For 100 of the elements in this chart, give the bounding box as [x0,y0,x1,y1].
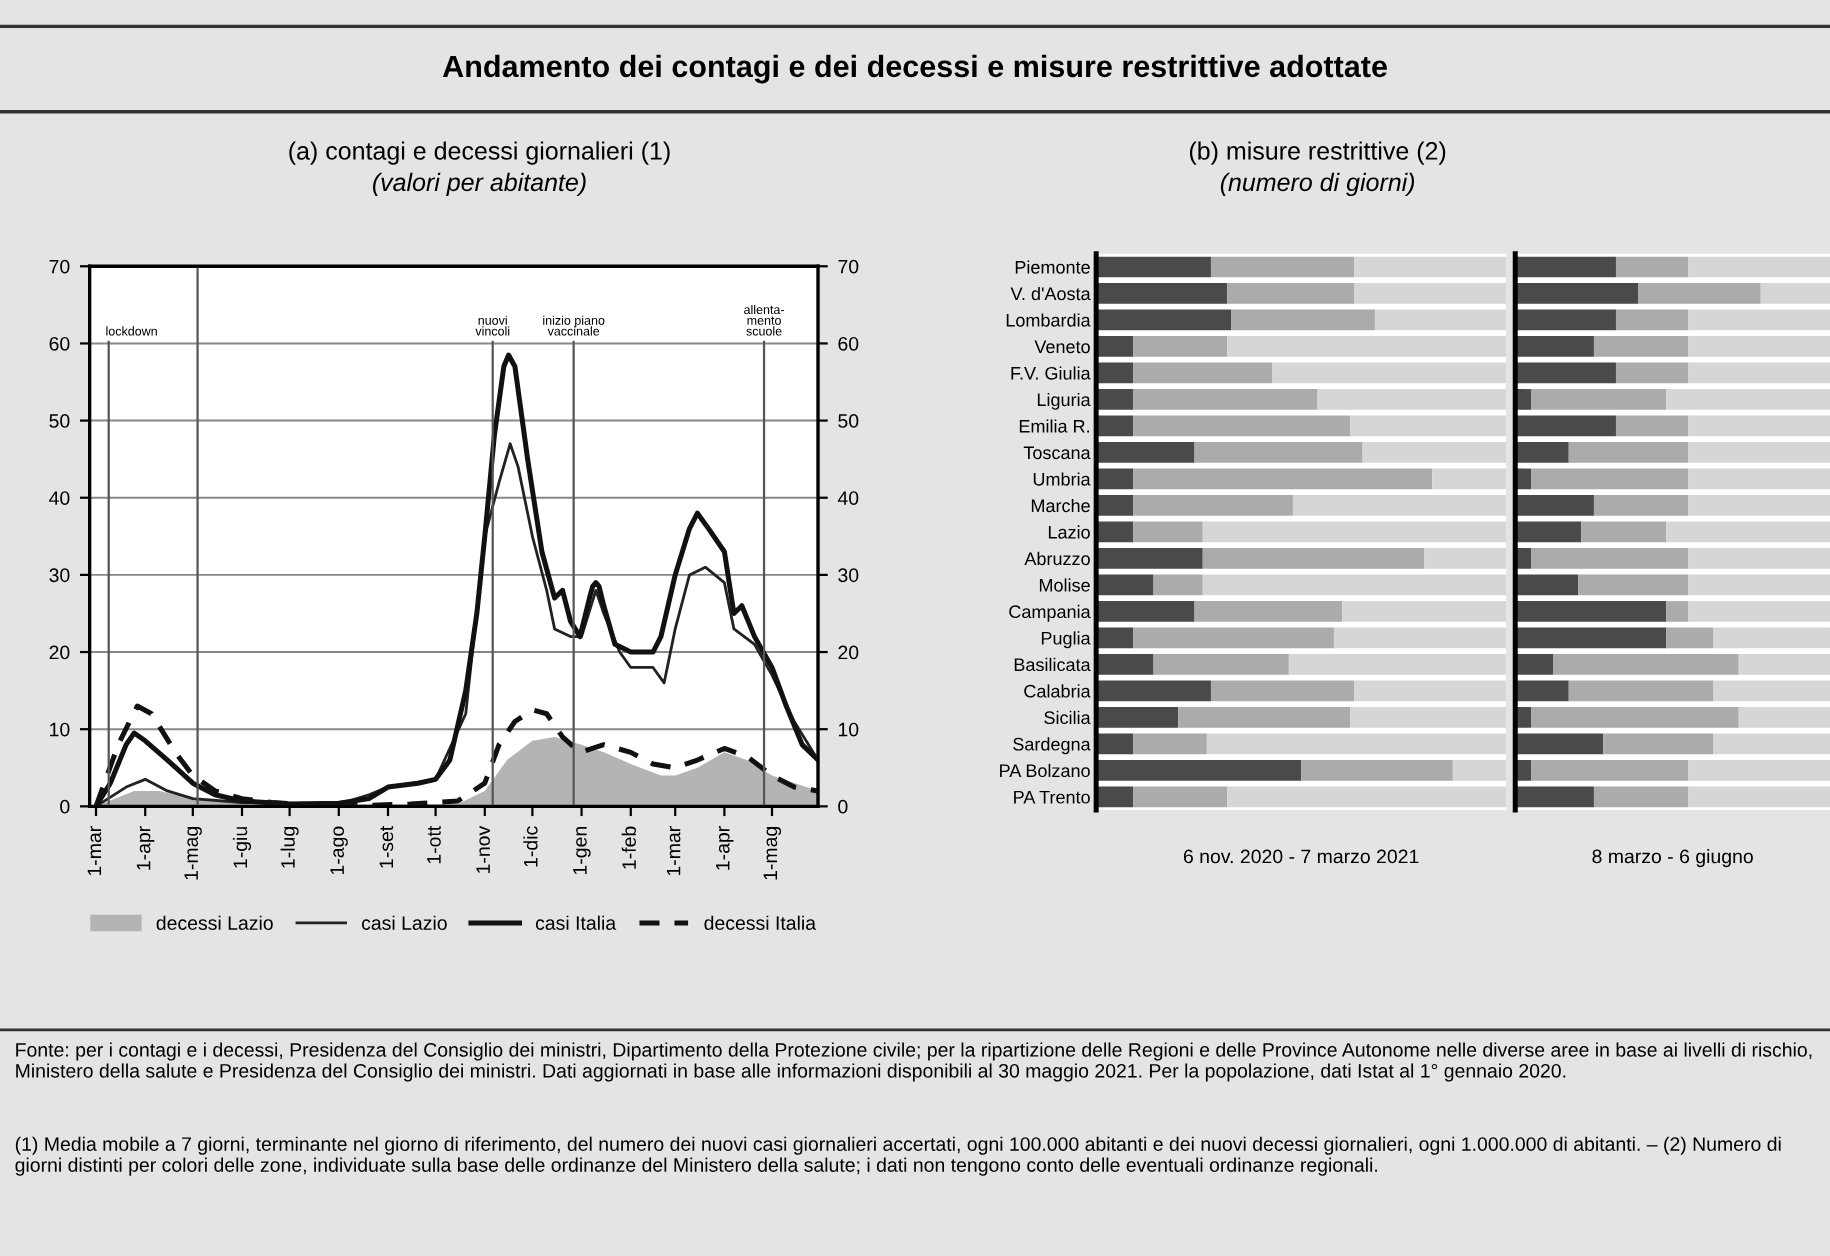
y-tick-label: F.V. Giulia [1011,366,1091,380]
bar [1133,415,1351,437]
bar [1688,574,1830,596]
bar [1760,283,1830,304]
bar [1713,627,1830,649]
bar [1350,707,1507,728]
y-tick-label: Basilicata [1014,657,1091,672]
bar [1133,468,1433,490]
y-tick-label: Veneto [1034,340,1090,354]
bar [1688,442,1830,463]
bar [1350,415,1507,437]
y-tick-label: Lazio [1048,525,1090,539]
y2-tick-label: 70 [838,259,859,274]
bar [1133,389,1318,410]
bar [1688,601,1830,622]
bar [1424,548,1507,569]
y-tick-label: Piemonte [1015,260,1090,274]
text: (1) Media mobile a 7 giorni, terminante nel giorno di riferimento, del numero dei nuovi casi giornalieri accertati, ogni 100.000 abitanti e dei nuovi decessi giornalieri, ogni 1.000.000 di abitanti. – (2) Numero di giorni distinti per colori delle zone, individuate sulla base delle ordinanze del Ministero della salute; i dati non tengono conto delle eventuali ordinanze regionali. [15,1136,1781,1176]
bar [1713,680,1830,702]
x-tick-label: 1-nov [476,825,490,873]
bar [1530,760,1689,781]
bar [1666,601,1689,622]
bar [1194,601,1343,622]
bar [1354,283,1507,304]
bar [1515,733,1604,755]
bar [1568,680,1714,702]
y-tick-label: 50 [49,414,70,428]
x-tick-label: 1-ott [427,825,441,864]
bar [1530,548,1689,569]
y-tick-label: 30 [49,568,70,583]
bar [1515,283,1638,304]
bar [1272,362,1507,384]
bar [1688,309,1830,331]
y-tick-label: PA Trento [1014,790,1090,804]
bar [1133,521,1203,543]
bar [1593,786,1689,808]
y-tick-label: Molise [1039,578,1090,592]
bar [1666,389,1830,410]
bar [1515,362,1616,384]
bar [1096,256,1211,278]
y-tick-label: Marche [1031,498,1090,513]
bar [1096,548,1203,569]
bar [1202,521,1507,543]
bar [1638,283,1761,304]
bar [1227,336,1507,357]
y-tick-label: Lombardia [1006,313,1091,327]
y2-tick-label: 60 [838,336,859,351]
bar [1615,362,1689,384]
y-tick-label: Puglia [1041,631,1091,649]
bar [1615,415,1689,437]
x-tick-label: 1-gen [573,827,591,875]
x-tick-label: 1-dic [523,826,538,867]
bar [1133,495,1293,516]
source-note: Fonte: per i contagi e i decessi, Presidenza del Consiglio dei ministri, Dipartimento della Protezione civile; per la ripartizione delle Regioni e delle Province Autonome nelle diverse aree in base ai livelli di rischio, Ministero della salute e Presidenza del Consiglio dei ministri. Dati aggiornati in base alle informazioni disponibili al 30 maggio 2021. Per la popolazione, dati Istat al 1° gennaio 2020. [16,1042,1812,1082]
y-tick-label: 20 [49,645,70,660]
bar [1688,786,1830,808]
x-tick-label: 1-apr [716,826,734,870]
chart-subtitle: (valori per abitante) [372,172,586,197]
bar [1713,733,1830,755]
bar [1515,786,1594,808]
bar [1292,495,1507,516]
bar [1301,760,1453,781]
y2-tick-label: 30 [838,568,859,583]
bar [1096,283,1228,304]
y-tick-label: 70 [49,259,70,274]
bar [1738,654,1830,675]
y-tick-label: Sicilia [1044,710,1091,725]
y-tick-label: Abruzzo [1024,551,1090,566]
bar [1568,442,1689,463]
bar [1354,256,1507,278]
bar [1133,786,1228,808]
bar [1688,495,1830,516]
bar [1202,548,1425,569]
y2-tick-label: 10 [838,722,859,737]
y-tick-label: Campania [1009,604,1091,622]
bar [1194,442,1363,463]
bar [1688,415,1830,437]
bar [1515,256,1616,278]
bar [1688,468,1830,490]
bar [1362,442,1507,463]
bar [1452,760,1507,781]
bar [1317,389,1507,410]
y-tick-label: Liguria [1037,392,1091,410]
bar [1210,256,1355,278]
y-tick-label: 40 [49,491,70,505]
bar [1210,680,1355,702]
text: Andamento dei contagi e dei decessi e misure restrittive adottate [442,54,1387,84]
bar [1096,442,1195,463]
x-tick-label: 1-mar [87,826,102,876]
bar [1515,680,1569,702]
legend-label: decessi Italia [704,915,817,930]
legend-label: decessi Lazio [156,915,273,930]
chart-subtitle: (numero di giorni) [1220,172,1415,197]
chart-title: (b) misure restrittive (2) [1189,141,1446,165]
x-axis-title: 8 marzo - 6 giugno [1592,849,1753,868]
legend-label: casi Italia [535,915,617,930]
bar [1530,389,1667,410]
bar [1688,336,1830,357]
y-tick-label: 60 [49,336,70,351]
y-tick-label: Toscana [1023,446,1091,460]
